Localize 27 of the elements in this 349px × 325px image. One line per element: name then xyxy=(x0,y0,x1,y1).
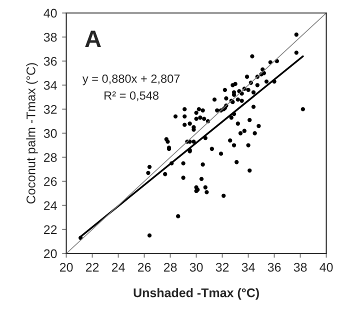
annotation: y = 0,880x + 2,807 xyxy=(82,74,180,86)
x-tick-label: 22 xyxy=(86,262,99,272)
annotation: A xyxy=(85,30,101,47)
x-tick-label: 26 xyxy=(138,262,151,272)
x-tick-label: 38 xyxy=(294,262,307,272)
y-tick-label: 30 xyxy=(44,129,57,138)
y-tick-label: 36 xyxy=(44,56,57,66)
y-axis-title: Coconut palm -Tmax (°C) xyxy=(26,63,38,204)
y-tick-label: 38 xyxy=(44,32,57,42)
y-tick-label: 20 xyxy=(44,249,57,258)
x-axis-title: Unshaded -Tmax (°C) xyxy=(134,288,259,300)
x-tick-label: 34 xyxy=(242,262,255,272)
y-tick-label: 24 xyxy=(44,201,57,210)
y-tick-label: 34 xyxy=(44,80,57,90)
x-tick-label: 40 xyxy=(320,262,333,272)
y-tick-label: 32 xyxy=(44,105,57,114)
x-tick-label: 28 xyxy=(164,262,177,272)
x-tick-label: 36 xyxy=(268,262,281,272)
y-tick-label: 22 xyxy=(44,225,57,234)
x-tick-label: 24 xyxy=(112,262,125,272)
y-tick-label: 28 xyxy=(44,153,57,162)
y-tick-label: 40 xyxy=(44,8,57,18)
x-tick-label: 32 xyxy=(216,262,229,272)
annotation: R² = 0,548 xyxy=(104,91,159,102)
x-tick-label: 20 xyxy=(60,262,73,272)
x-tick-label: 30 xyxy=(190,262,203,272)
y-tick-label: 26 xyxy=(44,177,57,186)
